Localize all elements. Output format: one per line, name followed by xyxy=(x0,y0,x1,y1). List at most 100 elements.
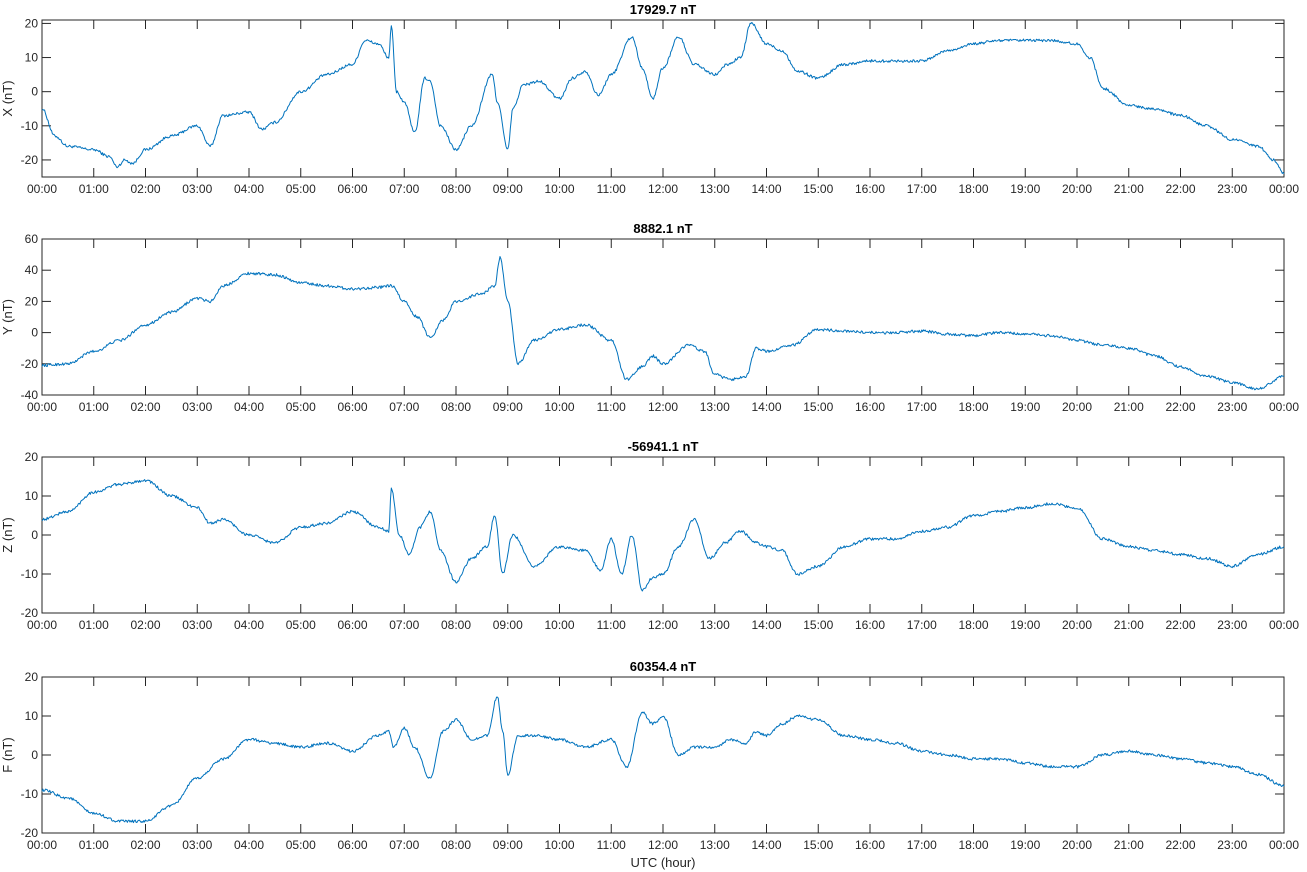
y-tick-label: 10 xyxy=(25,709,39,723)
x-tick-label: 08:00 xyxy=(441,182,471,196)
x-tick-label: 12:00 xyxy=(648,400,678,414)
y-tick-label: 0 xyxy=(31,748,38,762)
x-tick-label: 17:00 xyxy=(907,182,937,196)
x-tick-label: 11:00 xyxy=(597,838,626,852)
x-tick-label: 08:00 xyxy=(441,400,471,414)
y-tick-label: 10 xyxy=(25,51,39,65)
x-tick-label: 20:00 xyxy=(1062,182,1092,196)
x-tick-label: 03:00 xyxy=(182,400,212,414)
x-tick-label: 16:00 xyxy=(855,618,885,632)
panel-z: 00:00 01:00 02:00 03:00 04:00 05:00 06:00 07:00… xyxy=(0,439,1299,632)
x-tick-label: 13:00 xyxy=(700,182,730,196)
y-tick-label: 0 xyxy=(31,528,38,542)
y-tick-label: -20 xyxy=(21,606,39,620)
x-tick-label: 23:00 xyxy=(1217,618,1247,632)
x-tick-label: 23:00 xyxy=(1217,400,1247,414)
x-tick-label: 01:00 xyxy=(79,618,109,632)
x-tick-label: 23:00 xyxy=(1217,838,1247,852)
x-tick-label: 03:00 xyxy=(182,838,212,852)
series-line xyxy=(41,479,1285,592)
x-tick-label: 00:00 xyxy=(27,618,57,632)
x-tick-label: 11:00 xyxy=(597,400,626,414)
x-tick-label: 10:00 xyxy=(544,618,574,632)
x-tick-label: 00:00 xyxy=(27,400,57,414)
x-tick-label: 02:00 xyxy=(130,182,160,196)
y-axis-label: Y (nT) xyxy=(0,299,15,335)
x-tick-label: 14:00 xyxy=(751,838,781,852)
x-axis-label: UTC (hour) xyxy=(630,855,695,870)
x-tick-label: 18:00 xyxy=(958,838,988,852)
x-tick-label: 22:00 xyxy=(1165,182,1195,196)
y-tick-label: 20 xyxy=(25,16,39,30)
x-tick-label: 00:00 xyxy=(27,182,57,196)
x-tick-label: 20:00 xyxy=(1062,838,1092,852)
x-tick-label: 13:00 xyxy=(700,400,730,414)
x-tick-label: 13:00 xyxy=(700,838,730,852)
x-tick-label: 07:00 xyxy=(389,182,419,196)
x-tick-label: 06:00 xyxy=(337,618,367,632)
x-tick-label: 12:00 xyxy=(648,838,678,852)
x-tick-label: 18:00 xyxy=(958,400,988,414)
axes-frame xyxy=(41,19,1285,178)
x-tick-label: 08:00 xyxy=(441,838,471,852)
x-tick-label: 10:00 xyxy=(544,838,574,852)
x-tick-label: 09:00 xyxy=(493,400,523,414)
x-tick-label: 17:00 xyxy=(907,838,937,852)
y-tick-label: 40 xyxy=(25,263,39,277)
x-tick-label: 06:00 xyxy=(337,182,367,196)
y-tick-label: 0 xyxy=(31,326,38,340)
x-tick-label: 21:00 xyxy=(1114,618,1144,632)
x-tick-label: 11:00 xyxy=(597,618,626,632)
x-tick-label: 05:00 xyxy=(286,182,316,196)
x-tick-label: 09:00 xyxy=(493,618,523,632)
x-tick-label: 05:00 xyxy=(286,618,316,632)
series-line xyxy=(41,256,1285,391)
x-tick-label: 18:00 xyxy=(958,618,988,632)
y-tick-label: -10 xyxy=(21,567,39,581)
x-tick-label: 19:00 xyxy=(1010,182,1040,196)
y-tick-label: 10 xyxy=(25,489,39,503)
y-tick-label: 20 xyxy=(25,670,39,684)
x-tick-label: 13:00 xyxy=(700,618,730,632)
y-axis-label: X (nT) xyxy=(0,80,15,116)
x-tick-label: 08:00 xyxy=(441,618,471,632)
panel-x: 00:00 01:00 02:00 03:00 04:00 05:00 06:00 07:00… xyxy=(0,2,1299,196)
x-tick-label: 04:00 xyxy=(234,400,264,414)
x-tick-label: 01:00 xyxy=(79,400,109,414)
y-tick-label: -10 xyxy=(21,787,39,801)
x-tick-label: 17:00 xyxy=(907,400,937,414)
x-tick-label: 16:00 xyxy=(855,400,885,414)
x-tick-label: 14:00 xyxy=(751,618,781,632)
x-tick-label: 00:00 xyxy=(27,838,57,852)
series-line xyxy=(41,22,1285,174)
panel-title: -56941.1 nT xyxy=(628,439,699,454)
panel-title: 60354.4 nT xyxy=(630,659,697,674)
x-tick-label: 00:00 xyxy=(1269,182,1299,196)
panel-title: 8882.1 nT xyxy=(633,221,692,236)
y-tick-label: -40 xyxy=(21,388,39,402)
x-tick-label: 01:00 xyxy=(79,838,109,852)
x-tick-label: 17:00 xyxy=(907,618,937,632)
x-tick-label: 01:00 xyxy=(79,182,109,196)
x-tick-label: 14:00 xyxy=(751,400,781,414)
x-tick-label: 21:00 xyxy=(1114,838,1144,852)
x-tick-label: 19:00 xyxy=(1010,400,1040,414)
y-tick-label: 20 xyxy=(25,450,39,464)
x-tick-label: 20:00 xyxy=(1062,400,1092,414)
axes-frame xyxy=(41,456,1285,614)
x-tick-label: 00:00 xyxy=(1269,618,1299,632)
panel-y: 00:00 01:00 02:00 03:00 04:00 05:00 06:00 07:00… xyxy=(0,221,1299,414)
x-tick-label: 07:00 xyxy=(389,618,419,632)
x-tick-label: 19:00 xyxy=(1010,838,1040,852)
x-tick-label: 09:00 xyxy=(493,182,523,196)
x-tick-label: 03:00 xyxy=(182,182,212,196)
y-tick-label: -20 xyxy=(21,826,39,840)
x-tick-label: 22:00 xyxy=(1165,838,1195,852)
y-axis-label: Z (nT) xyxy=(0,517,15,552)
x-tick-label: 03:00 xyxy=(182,618,212,632)
y-tick-label: 20 xyxy=(25,294,39,308)
axes-frame xyxy=(41,238,1285,396)
y-tick-label: -20 xyxy=(21,357,39,371)
x-tick-label: 04:00 xyxy=(234,618,264,632)
